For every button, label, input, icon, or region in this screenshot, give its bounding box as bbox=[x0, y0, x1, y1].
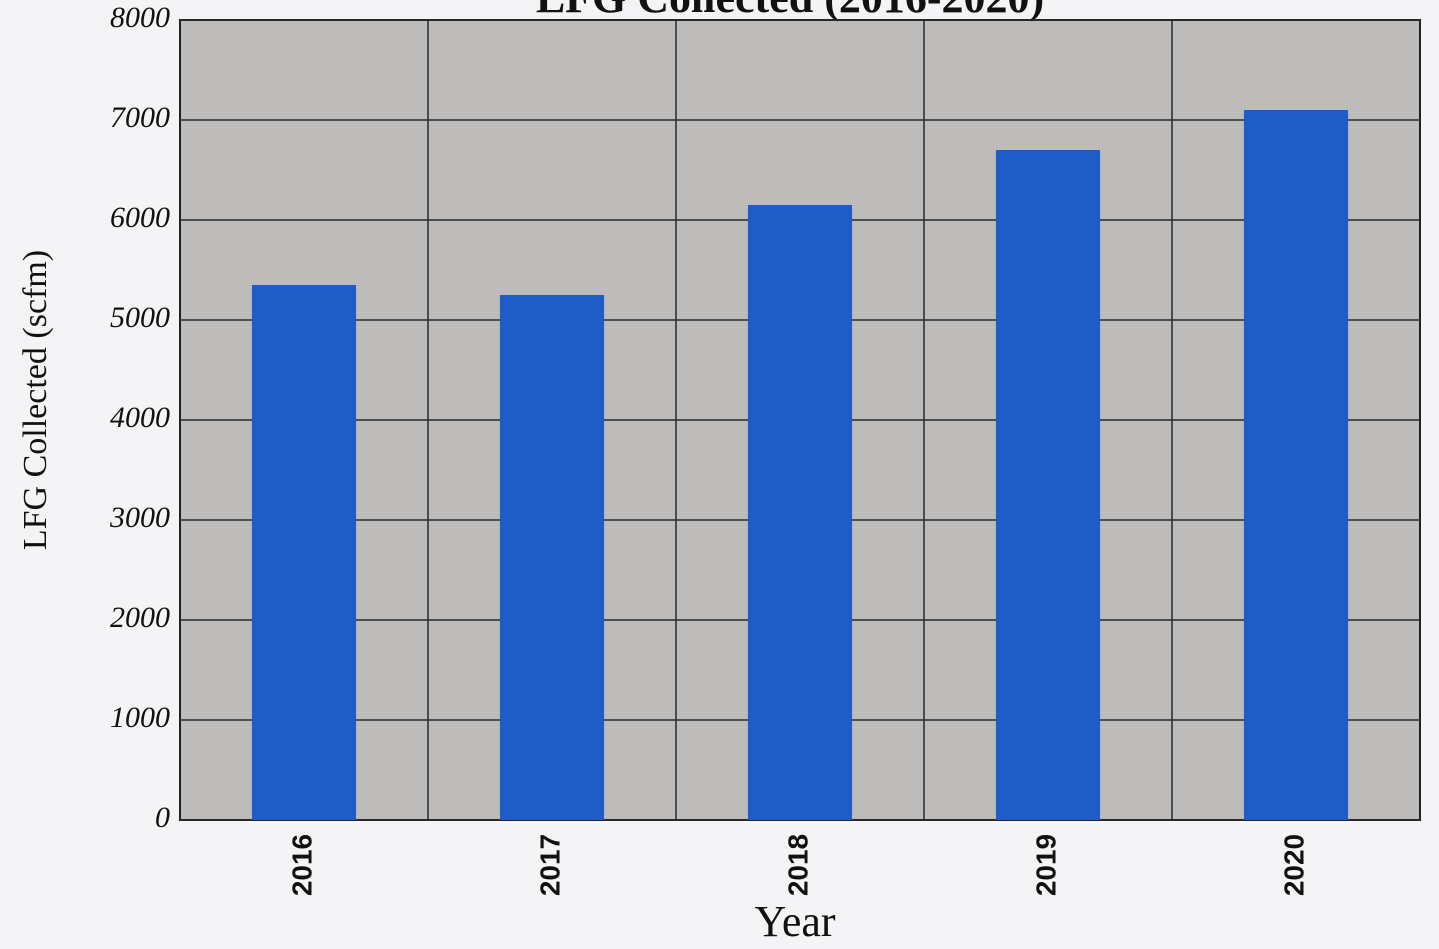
bar bbox=[252, 285, 356, 820]
y-tick-label: 7000 bbox=[110, 101, 170, 134]
y-tick-label: 4000 bbox=[110, 401, 170, 434]
y-tick-label: 6000 bbox=[110, 201, 170, 234]
x-axis-label: Year bbox=[754, 897, 835, 946]
y-tick-label: 5000 bbox=[110, 301, 170, 334]
y-axis-label: LFG Collected (scfm) bbox=[17, 250, 54, 550]
y-tick-label: 0 bbox=[155, 801, 170, 834]
x-tick-label: 2020 bbox=[1278, 834, 1309, 896]
y-tick-label: 3000 bbox=[109, 501, 170, 534]
y-tick-label: 1000 bbox=[110, 701, 170, 734]
x-tick-label: 2018 bbox=[782, 834, 813, 896]
y-tick-label: 8000 bbox=[110, 1, 170, 34]
bar bbox=[996, 150, 1100, 820]
x-tick-label: 2016 bbox=[286, 834, 317, 896]
x-tick-label: 2019 bbox=[1030, 834, 1061, 896]
bar bbox=[500, 295, 604, 820]
bar bbox=[748, 205, 852, 820]
y-tick-label: 2000 bbox=[110, 601, 170, 634]
x-tick-label: 2017 bbox=[534, 834, 565, 896]
chart: LFG Collected (2016-2020) Year LFG Colle… bbox=[0, 0, 1439, 949]
chart-title: LFG Collected (2016-2020) bbox=[536, 0, 1044, 22]
bar bbox=[1244, 110, 1348, 820]
page: LFG Collected (2016-2020) Year LFG Colle… bbox=[0, 0, 1439, 949]
